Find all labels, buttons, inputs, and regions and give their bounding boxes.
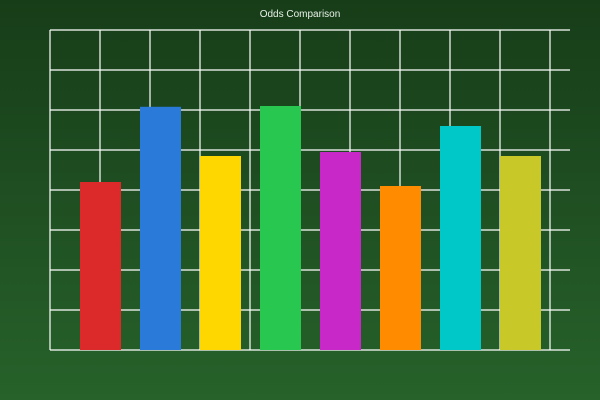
- bar: [200, 156, 241, 350]
- bar: [140, 106, 181, 350]
- bar: [440, 126, 481, 350]
- chart-title: Odds Comparison: [259, 9, 341, 20]
- bar: [500, 156, 541, 350]
- bar: [260, 106, 301, 350]
- bar: [80, 182, 121, 350]
- bar: [380, 186, 421, 350]
- bar: [320, 152, 361, 350]
